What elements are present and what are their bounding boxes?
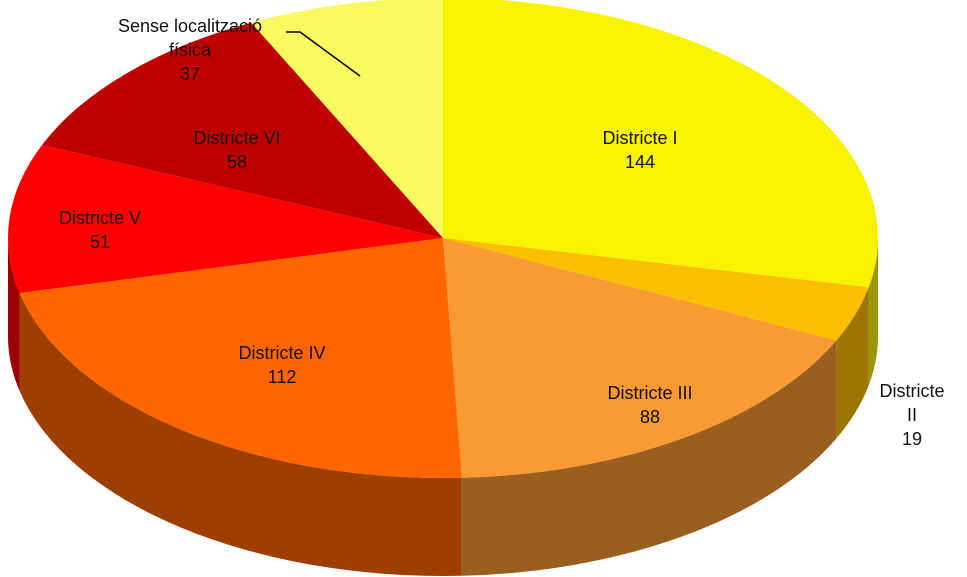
slice [42,22,444,238]
slice-side [7,238,20,392]
value-label: 37 [179,64,201,84]
slice-side [836,287,869,439]
category-label: Sense localització física [117,16,263,60]
slice [251,0,443,238]
value-label: 88 [639,407,661,427]
value-label: 51 [89,232,111,252]
value-label: 112 [267,367,297,387]
leader-line [286,31,361,77]
slice [443,238,837,478]
slice-label: Districte V 51 [59,206,141,254]
category-label: Districte V [58,208,142,228]
slice [443,0,878,288]
slice-side [868,238,878,386]
category-label: Districte IV [238,343,326,363]
value-label: 58 [226,152,248,172]
category-label: Districte I [602,128,678,148]
slice-label: Districte I 144 [602,126,677,174]
value-label: 19 [901,429,923,449]
slice-label: Districte IV 112 [238,341,325,389]
slice [7,144,444,294]
slice [19,238,462,478]
category-label: Districte III [607,383,693,403]
category-label: Districte II [879,381,945,425]
slice-side [461,340,837,576]
slice-side [19,293,462,576]
value-label: 144 [624,152,656,172]
category-label: Districte VI [193,128,281,148]
slice-label: Sense localització física 37 [95,14,285,86]
slice-label: Districte II 19 [879,379,944,451]
slice-label: Districte III 88 [607,381,692,429]
slice-label: Districte VI 58 [193,126,280,174]
slice [443,238,869,341]
